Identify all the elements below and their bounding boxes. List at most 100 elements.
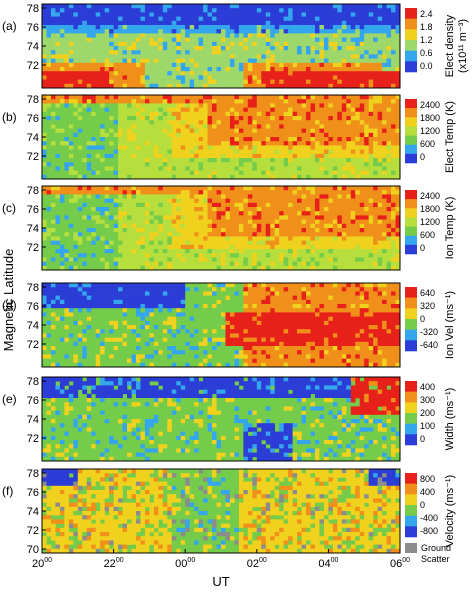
heatmap-cell <box>274 166 280 171</box>
heatmap-cell <box>55 249 61 254</box>
heatmap-cell <box>310 50 316 55</box>
heatmap-cell <box>135 99 141 104</box>
heatmap-cell <box>292 166 298 171</box>
heatmap-cell <box>274 95 280 100</box>
heatmap-cell <box>118 207 123 212</box>
heatmap-cell <box>229 153 235 159</box>
heatmap-cell <box>189 25 195 30</box>
heatmap-cell <box>185 67 190 72</box>
heatmap-cell <box>350 25 356 30</box>
heatmap-cell <box>64 29 70 34</box>
heatmap-cell <box>386 223 392 229</box>
heatmap-cell <box>328 253 334 258</box>
heatmap-cell <box>279 37 284 43</box>
heatmap-cell <box>162 103 168 108</box>
heatmap-cell <box>42 4 47 9</box>
heatmap-cell <box>122 33 128 38</box>
heatmap-cell <box>368 67 374 72</box>
heatmap-cell <box>162 198 168 204</box>
heatmap-cell <box>252 202 258 208</box>
heatmap-cell <box>122 198 128 204</box>
heatmap-cell <box>144 62 150 68</box>
heatmap-cell <box>337 244 343 250</box>
heatmap-cell <box>297 137 302 142</box>
heatmap-cell <box>77 103 83 108</box>
heatmap-cell <box>270 4 275 9</box>
heatmap-cell <box>261 95 267 100</box>
heatmap-cell <box>332 215 338 220</box>
heatmap-cell <box>341 4 347 9</box>
heatmap-cell <box>301 162 307 167</box>
heatmap-cell <box>386 12 392 17</box>
y-tick-label: 78 <box>27 3 39 15</box>
heatmap-cell <box>337 186 343 191</box>
heatmap-cell <box>55 304 61 309</box>
heatmap-cell <box>386 244 392 250</box>
heatmap-cell <box>350 174 356 180</box>
heatmap-cell <box>42 228 47 233</box>
heatmap-cell <box>198 107 204 113</box>
heatmap-cell <box>59 166 65 171</box>
heatmap-cell <box>243 236 249 241</box>
heatmap-cell <box>283 132 289 138</box>
heatmap-cell <box>127 215 132 220</box>
heatmap-cell <box>149 149 155 155</box>
heatmap-cell <box>212 211 217 216</box>
heatmap-cell <box>314 153 320 159</box>
heatmap-cell <box>149 111 155 117</box>
heatmap-cell <box>337 120 343 125</box>
heatmap-cell <box>50 67 56 72</box>
heatmap-cell <box>355 16 361 22</box>
heatmap-cell <box>140 174 146 180</box>
heatmap-cell <box>234 145 240 150</box>
heatmap-cell <box>149 215 155 220</box>
heatmap-cell <box>301 186 307 191</box>
heatmap-cell <box>391 236 396 241</box>
heatmap-cell <box>118 141 123 146</box>
heatmap-cell <box>127 170 132 176</box>
heatmap-cell <box>234 190 240 195</box>
heatmap-cell <box>189 253 195 258</box>
heatmap-cell <box>42 257 47 262</box>
heatmap-cell <box>140 8 146 13</box>
heatmap-cell <box>238 20 244 26</box>
heatmap-cell <box>171 240 177 246</box>
heatmap-cell <box>261 257 267 262</box>
heatmap-cell <box>221 132 226 138</box>
heatmap-cell <box>341 67 347 72</box>
heatmap-cell <box>68 219 74 225</box>
heatmap-cell <box>261 149 267 155</box>
heatmap-cell <box>337 257 343 262</box>
heatmap-cell <box>310 75 316 80</box>
heatmap-cell <box>135 12 141 17</box>
heatmap-cell <box>243 261 249 267</box>
heatmap-cell <box>346 120 352 125</box>
heatmap-cell <box>100 99 105 104</box>
heatmap-cell <box>198 54 204 59</box>
heatmap-cell <box>279 41 284 47</box>
heatmap-cell <box>55 253 61 258</box>
heatmap-cell <box>135 232 141 237</box>
heatmap-cell <box>288 41 293 47</box>
heatmap-cell <box>113 83 119 89</box>
heatmap-cell <box>185 41 190 47</box>
heatmap-cell <box>46 170 52 176</box>
heatmap-cell <box>332 228 338 233</box>
heatmap-cell <box>364 244 369 250</box>
heatmap-cell <box>185 202 190 208</box>
heatmap-cell <box>319 29 325 34</box>
heatmap-cell <box>265 170 271 176</box>
heatmap-cell <box>64 16 70 22</box>
heatmap-cell <box>292 16 298 22</box>
heatmap-cell <box>355 132 361 138</box>
heatmap-cell <box>171 83 177 89</box>
heatmap-cell <box>149 166 155 171</box>
heatmap-cell <box>288 236 293 241</box>
heatmap-cell <box>373 207 378 212</box>
heatmap-cell <box>100 202 105 208</box>
heatmap-cell <box>359 124 365 129</box>
heatmap-cell <box>225 99 231 104</box>
heatmap-cell <box>252 12 258 17</box>
heatmap-cell <box>270 20 275 26</box>
heatmap-cell <box>73 170 79 176</box>
